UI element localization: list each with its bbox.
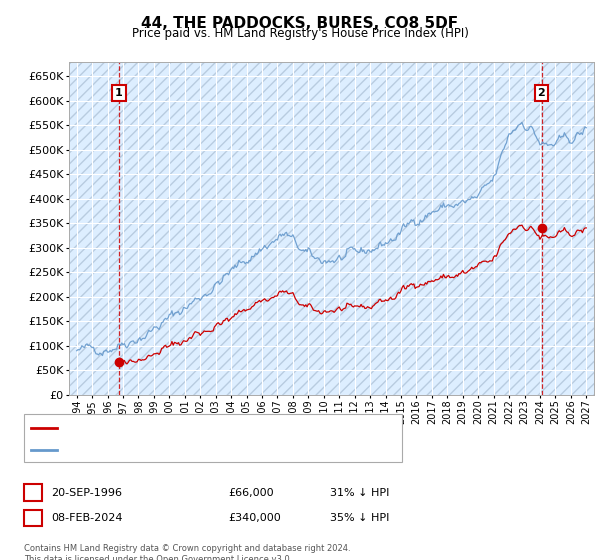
Text: Contains HM Land Registry data © Crown copyright and database right 2024.
This d: Contains HM Land Registry data © Crown c…	[24, 544, 350, 560]
Text: £340,000: £340,000	[228, 513, 281, 523]
Text: 44, THE PADDOCKS, BURES, CO8 5DF (detached house): 44, THE PADDOCKS, BURES, CO8 5DF (detach…	[61, 423, 352, 433]
Text: 31% ↓ HPI: 31% ↓ HPI	[330, 488, 389, 498]
Text: 2: 2	[538, 88, 545, 98]
Text: 08-FEB-2024: 08-FEB-2024	[51, 513, 122, 523]
Text: 20-SEP-1996: 20-SEP-1996	[51, 488, 122, 498]
Text: 2: 2	[29, 513, 37, 523]
Text: 35% ↓ HPI: 35% ↓ HPI	[330, 513, 389, 523]
Text: HPI: Average price, detached house, Braintree: HPI: Average price, detached house, Brai…	[61, 445, 302, 455]
Text: £66,000: £66,000	[228, 488, 274, 498]
Text: Price paid vs. HM Land Registry's House Price Index (HPI): Price paid vs. HM Land Registry's House …	[131, 27, 469, 40]
Text: 1: 1	[115, 88, 122, 98]
Text: 44, THE PADDOCKS, BURES, CO8 5DF: 44, THE PADDOCKS, BURES, CO8 5DF	[142, 16, 458, 31]
Text: 1: 1	[29, 488, 37, 498]
